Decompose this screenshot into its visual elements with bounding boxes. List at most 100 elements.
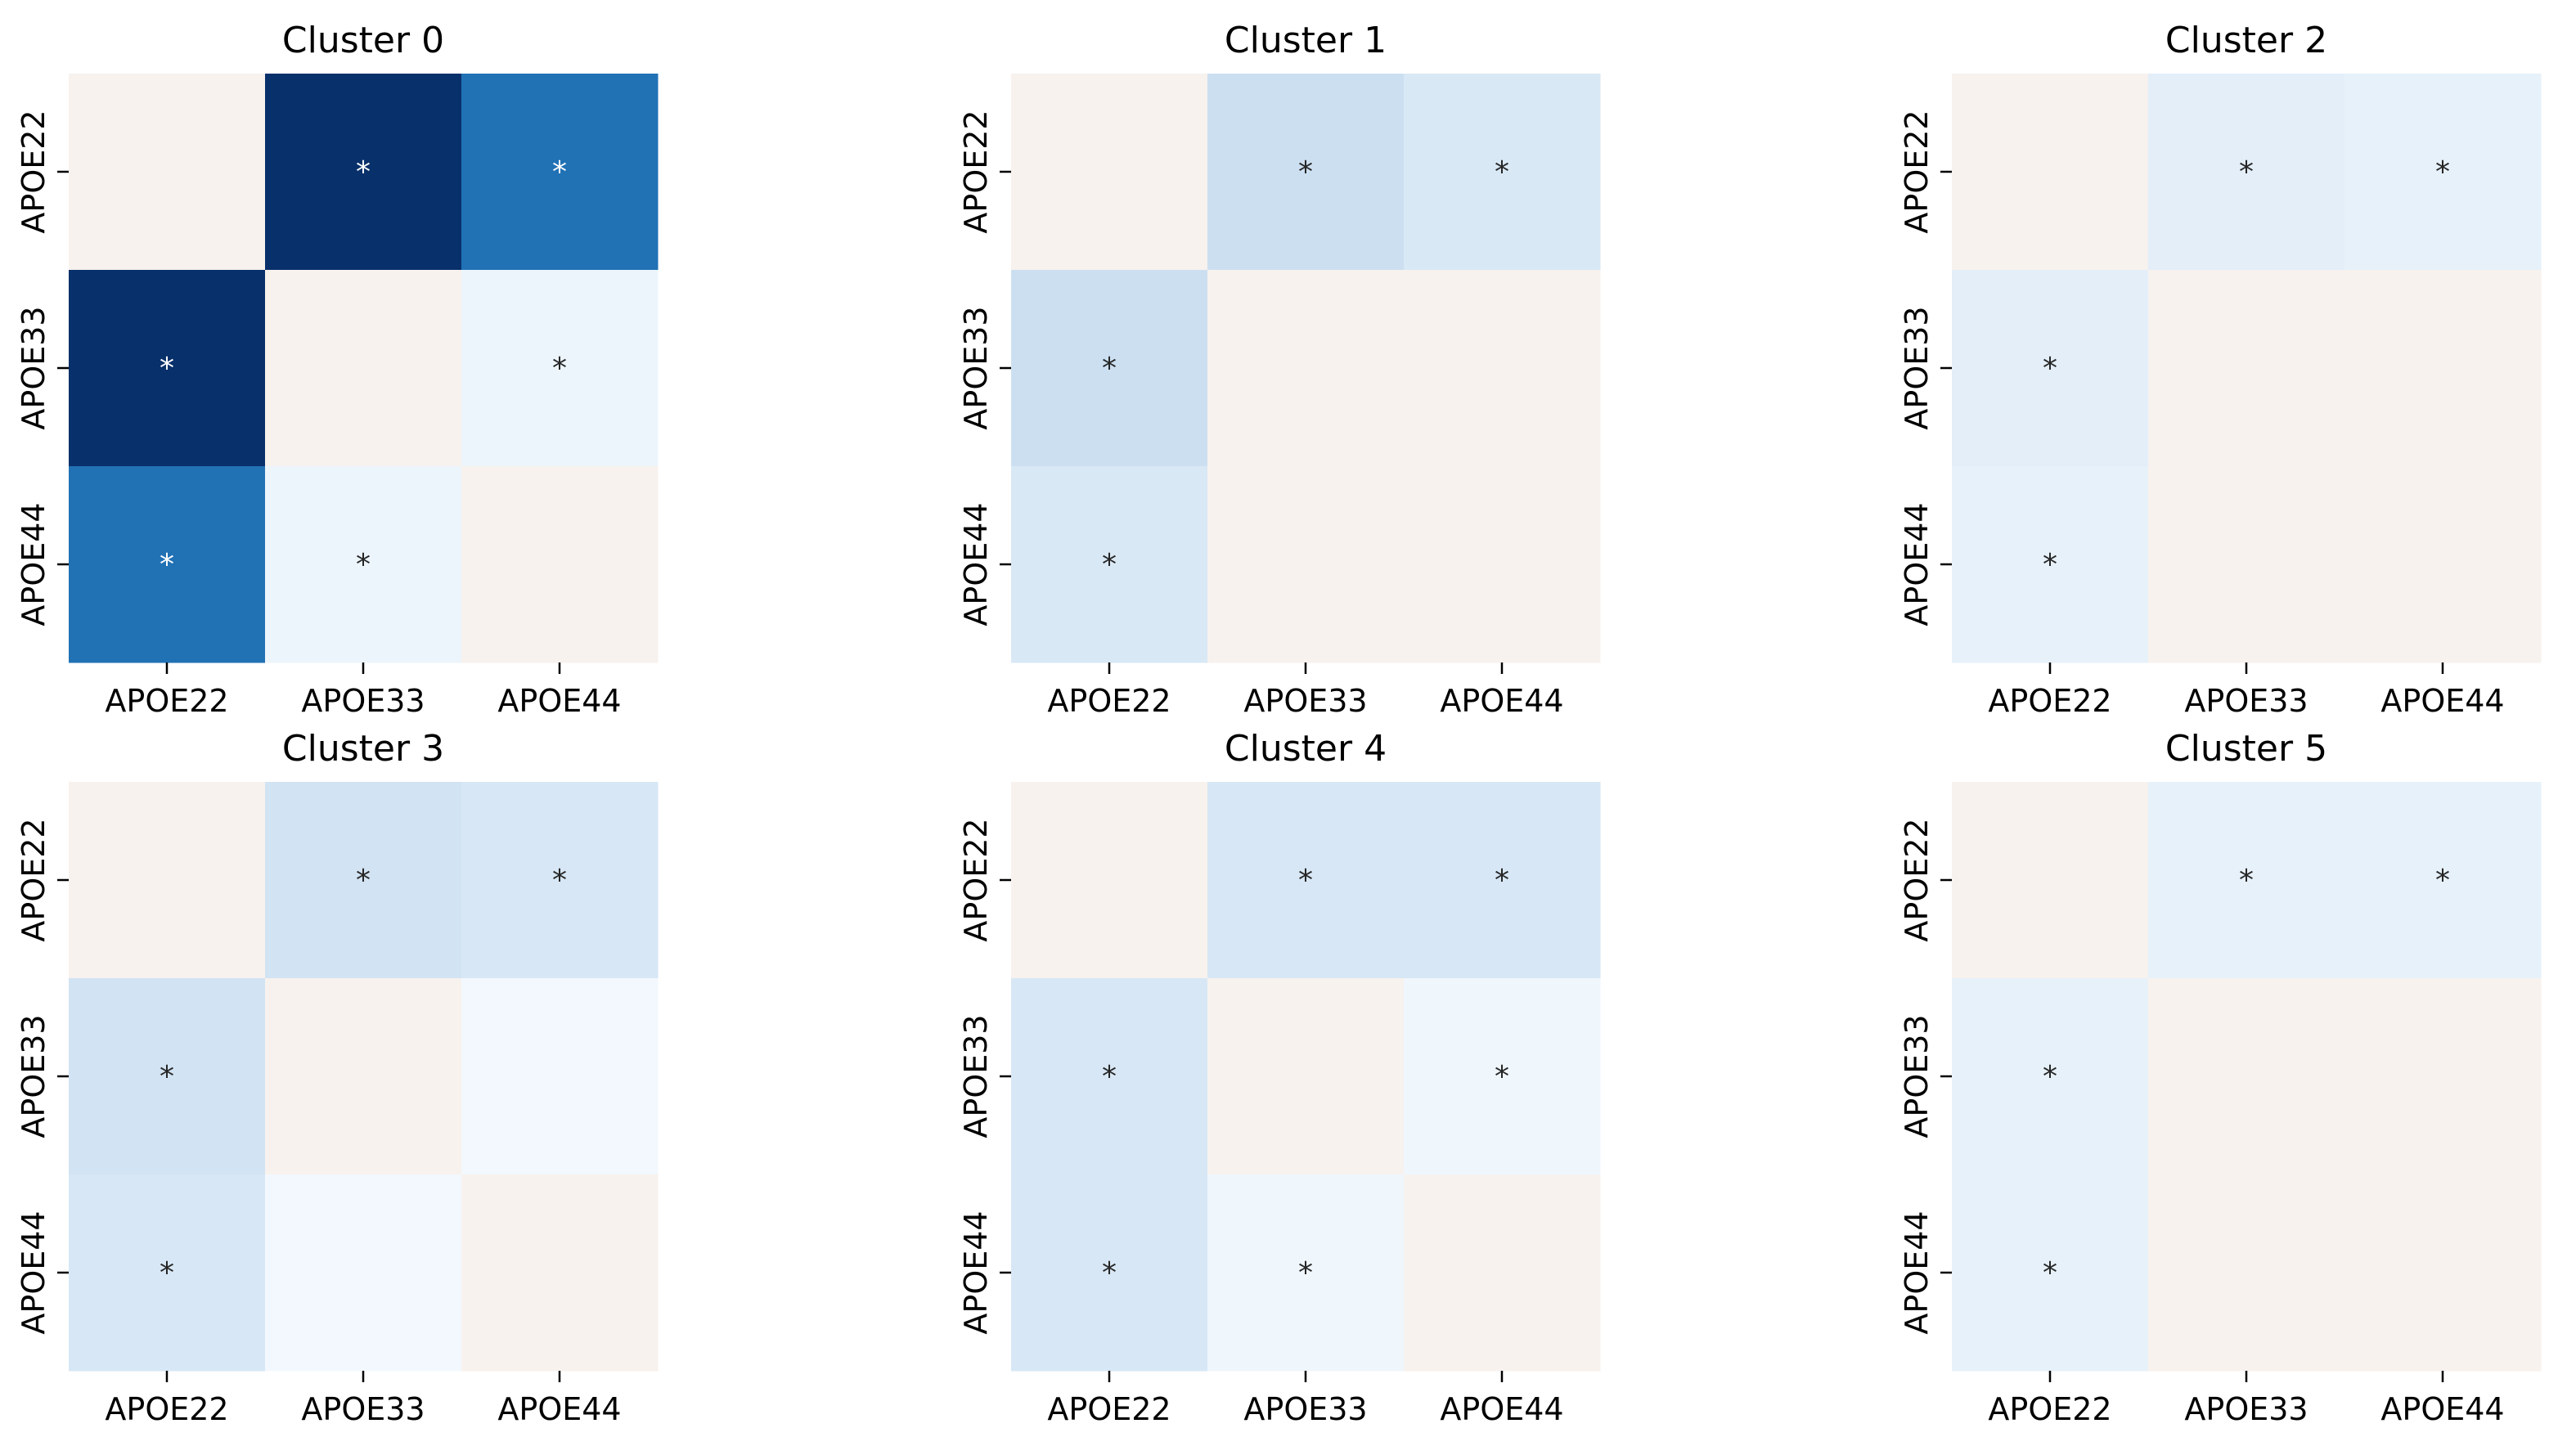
heatmap-cell (265, 978, 462, 1175)
heatmap-cell (461, 782, 659, 979)
x-tick-label: APOE33 (301, 1391, 425, 1427)
heatmap-cell (461, 1174, 659, 1372)
heatmap-cell (1011, 466, 1208, 663)
x-tick-label: APOE33 (2184, 683, 2308, 719)
x-tick-label: APOE22 (105, 683, 228, 719)
heatmap-cell (1952, 270, 2149, 467)
y-tick-label: APOE44 (1899, 1210, 1935, 1334)
heatmap-cell (69, 270, 266, 467)
heatmap-cell (1207, 270, 1405, 467)
y-tick-label: APOE44 (1899, 502, 1935, 626)
heatmap-cell (2344, 1174, 2542, 1372)
heatmap-cell (2344, 978, 2542, 1175)
heatmap-cell (461, 978, 659, 1175)
y-tick-label: APOE44 (958, 1210, 994, 1334)
heatmap-cell (265, 74, 462, 271)
heatmap-cell (69, 782, 266, 979)
y-tick-label: APOE22 (1899, 818, 1935, 941)
significance-marker: * (2239, 155, 2254, 189)
heatmap-cell (461, 74, 659, 271)
heatmap-cell (461, 466, 659, 663)
heatmap-cell (1011, 1174, 1208, 1372)
heatmap-cell (2344, 74, 2542, 271)
significance-marker: * (2435, 155, 2450, 189)
x-tick-label: APOE44 (1440, 1391, 1563, 1427)
heatmap-panel-2: Cluster 2 * * * * APOE22 APOE33 APOE44 APOE22 APO… (1899, 20, 2542, 719)
y-tick-label: APOE33 (1899, 306, 1935, 429)
y-tick-label: APOE44 (958, 502, 994, 626)
heatmap-cell (1011, 270, 1208, 467)
y-tick-label: APOE22 (958, 110, 994, 233)
heatmap-cell (1404, 74, 1601, 271)
heatmap-cell (265, 466, 462, 663)
heatmap-cell (2344, 782, 2542, 979)
heatmap-cell (2148, 74, 2345, 271)
heatmap-cell (265, 270, 462, 467)
heatmap-cell (1404, 466, 1601, 663)
y-tick-label: APOE44 (16, 1210, 52, 1334)
significance-marker: * (356, 548, 371, 582)
significance-marker: * (1102, 1256, 1117, 1290)
heatmap-panel-3: Cluster 3 * * * * APOE22 APOE33 APOE44 APOE22 APO… (16, 728, 659, 1427)
significance-marker: * (2043, 548, 2057, 582)
significance-marker: * (1495, 864, 1509, 897)
heatmap-cell (1404, 1174, 1601, 1372)
y-tick-label: APOE44 (16, 502, 52, 626)
significance-marker: * (552, 864, 567, 897)
significance-marker: * (2043, 352, 2057, 385)
significance-marker: * (552, 352, 567, 385)
heatmap-panel-4: Cluster 4 * * * * * * APOE22 APOE33 APOE44 APOE22 A… (958, 728, 1601, 1427)
y-tick-label: APOE33 (1899, 1014, 1935, 1138)
significance-marker: * (2043, 1060, 2057, 1093)
heatmap-cell (1952, 74, 2149, 271)
significance-marker: * (2043, 1256, 2057, 1290)
x-tick-label: APOE22 (1988, 683, 2111, 719)
significance-marker: * (2239, 864, 2254, 897)
heatmap-cell (1952, 466, 2149, 663)
heatmap-panel-5: Cluster 5 * * * * APOE22 APOE33 APOE44 APOE22 APO… (1899, 728, 2542, 1427)
heatmap-cell (1011, 978, 1208, 1175)
heatmap-cell (1207, 978, 1405, 1175)
x-tick-label: APOE22 (1988, 1391, 2111, 1427)
significance-marker: * (160, 1256, 174, 1290)
heatmap-cell (2148, 466, 2345, 663)
significance-marker: * (2435, 864, 2450, 897)
significance-marker: * (160, 1060, 174, 1093)
x-tick-label: APOE33 (301, 683, 425, 719)
heatmap-cell (2148, 1174, 2345, 1372)
significance-marker: * (1102, 1060, 1117, 1093)
significance-marker: * (1495, 155, 1509, 189)
heatmap-cell (1207, 1174, 1405, 1372)
y-tick-label: APOE22 (16, 110, 52, 233)
heatmap-cell (1207, 782, 1405, 979)
significance-marker: * (160, 352, 174, 385)
x-tick-label: APOE44 (497, 1391, 621, 1427)
significance-marker: * (160, 548, 174, 582)
heatmap-cell (461, 270, 659, 467)
heatmap-cell (69, 466, 266, 663)
y-tick-label: APOE33 (958, 1014, 994, 1138)
x-tick-label: APOE22 (105, 1391, 228, 1427)
heatmap-cell (69, 978, 266, 1175)
heatmap-cell (2148, 270, 2345, 467)
heatmap-cell (1404, 782, 1601, 979)
significance-marker: * (356, 864, 371, 897)
heatmap-cell (1404, 978, 1601, 1175)
heatmap-cell (2344, 270, 2542, 467)
significance-marker: * (356, 155, 371, 189)
heatmap-cell (69, 1174, 266, 1372)
heatmap-cell (2148, 978, 2345, 1175)
significance-marker: * (1298, 155, 1313, 189)
significance-marker: * (1298, 1256, 1313, 1290)
panel-title: Cluster 5 (2165, 728, 2327, 770)
panel-title: Cluster 2 (2165, 20, 2327, 61)
heatmap-cell (1207, 466, 1405, 663)
heatmap-cell (69, 74, 266, 271)
heatmap-cell (2344, 466, 2542, 663)
panel-title: Cluster 4 (1225, 728, 1387, 770)
significance-marker: * (1102, 548, 1117, 582)
heatmap-cell (1011, 74, 1208, 271)
significance-marker: * (552, 155, 567, 189)
significance-marker: * (1298, 864, 1313, 897)
